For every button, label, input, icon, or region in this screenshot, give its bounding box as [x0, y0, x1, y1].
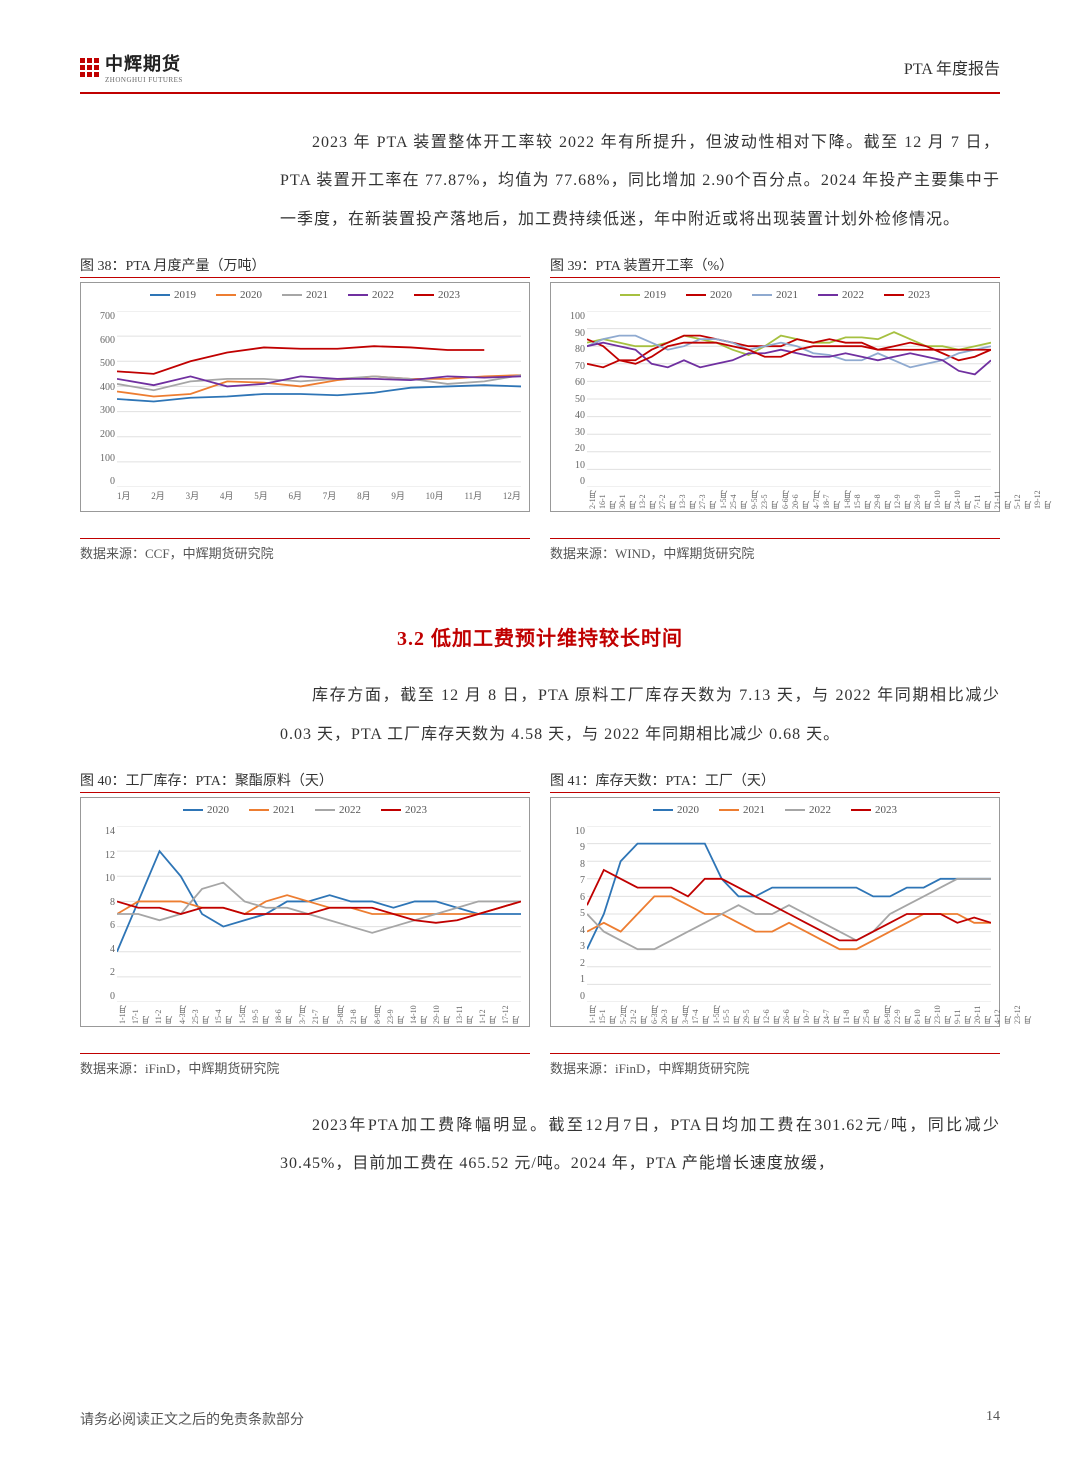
chart-38-title: 图 38：PTA 月度产量（万吨） [80, 255, 530, 278]
paragraph-1: 2023 年 PTA 装置整体开工率较 2022 年有所提升，但波动性相对下降。… [280, 124, 1000, 239]
legend-item: 2019 [620, 289, 666, 301]
legend-item: 2023 [884, 289, 930, 301]
legend-item: 2022 [348, 289, 394, 301]
page-number: 14 [986, 1409, 1000, 1429]
chart-41-col: 图 41：库存天数：PTA：工厂（天） 20202021202220230123… [550, 770, 1000, 1077]
chart-38-col: 图 38：PTA 月度产量（万吨） 2019202020212022202301… [80, 255, 530, 562]
chart-41: 20202021202220230123456789101-1月15-1月5-2… [550, 797, 1000, 1027]
legend-item: 2022 [785, 804, 831, 816]
charts-row-1: 图 38：PTA 月度产量（万吨） 2019202020212022202301… [80, 255, 1000, 562]
chart-41-source: 数据来源：iFinD，中辉期货研究院 [550, 1053, 1000, 1077]
legend-item: 2022 [315, 804, 361, 816]
legend-item: 2021 [752, 289, 798, 301]
legend-item: 2022 [818, 289, 864, 301]
chart-40: 2020202120222023024681012141-1月17-1月11-2… [80, 797, 530, 1027]
chart-40-source: 数据来源：iFinD，中辉期货研究院 [80, 1053, 530, 1077]
chart-40-col: 图 40：工厂库存：PTA：聚酯原料（天） 202020212022202302… [80, 770, 530, 1077]
legend-item: 2023 [851, 804, 897, 816]
chart-39-source: 数据来源：WIND，中辉期货研究院 [550, 538, 1000, 562]
legend-item: 2019 [150, 289, 196, 301]
logo: 中辉期货 ZHONGHUI FUTURES [80, 50, 183, 84]
legend-item: 2020 [183, 804, 229, 816]
footer-disclaimer: 请务必阅读正文之后的免责条款部分 [80, 1409, 304, 1429]
page-footer: 请务必阅读正文之后的免责条款部分 14 [80, 1409, 1000, 1429]
legend-item: 2023 [381, 804, 427, 816]
legend-item: 2021 [249, 804, 295, 816]
chart-39-col: 图 39：PTA 装置开工率（%） 2019202020212022202301… [550, 255, 1000, 562]
legend-item: 2021 [719, 804, 765, 816]
chart-39-title: 图 39：PTA 装置开工率（%） [550, 255, 1000, 278]
page-header: 中辉期货 ZHONGHUI FUTURES PTA 年度报告 [80, 50, 1000, 94]
legend-item: 2021 [282, 289, 328, 301]
chart-38-source: 数据来源：CCF，中辉期货研究院 [80, 538, 530, 562]
legend-item: 2020 [653, 804, 699, 816]
logo-text-cn: 中辉期货 [105, 50, 183, 76]
chart-40-title: 图 40：工厂库存：PTA：聚酯原料（天） [80, 770, 530, 793]
logo-icon [80, 58, 99, 77]
legend-item: 2020 [686, 289, 732, 301]
logo-text-en: ZHONGHUI FUTURES [105, 76, 183, 84]
paragraph-3: 2023年PTA加工费降幅明显。截至12月7日，PTA日均加工费在301.62元… [280, 1107, 1000, 1184]
legend-item: 2020 [216, 289, 262, 301]
charts-row-2: 图 40：工厂库存：PTA：聚酯原料（天） 202020212022202302… [80, 770, 1000, 1077]
chart-39: 2019202020212022202301020304050607080901… [550, 282, 1000, 512]
chart-38: 2019202020212022202301002003004005006007… [80, 282, 530, 512]
paragraph-2: 库存方面，截至 12 月 8 日，PTA 原料工厂库存天数为 7.13 天，与 … [280, 677, 1000, 754]
chart-41-title: 图 41：库存天数：PTA：工厂（天） [550, 770, 1000, 793]
document-title: PTA 年度报告 [904, 55, 1000, 79]
section-heading-3-2: 3.2 低加工费预计维持较长时间 [80, 622, 1000, 651]
legend-item: 2023 [414, 289, 460, 301]
